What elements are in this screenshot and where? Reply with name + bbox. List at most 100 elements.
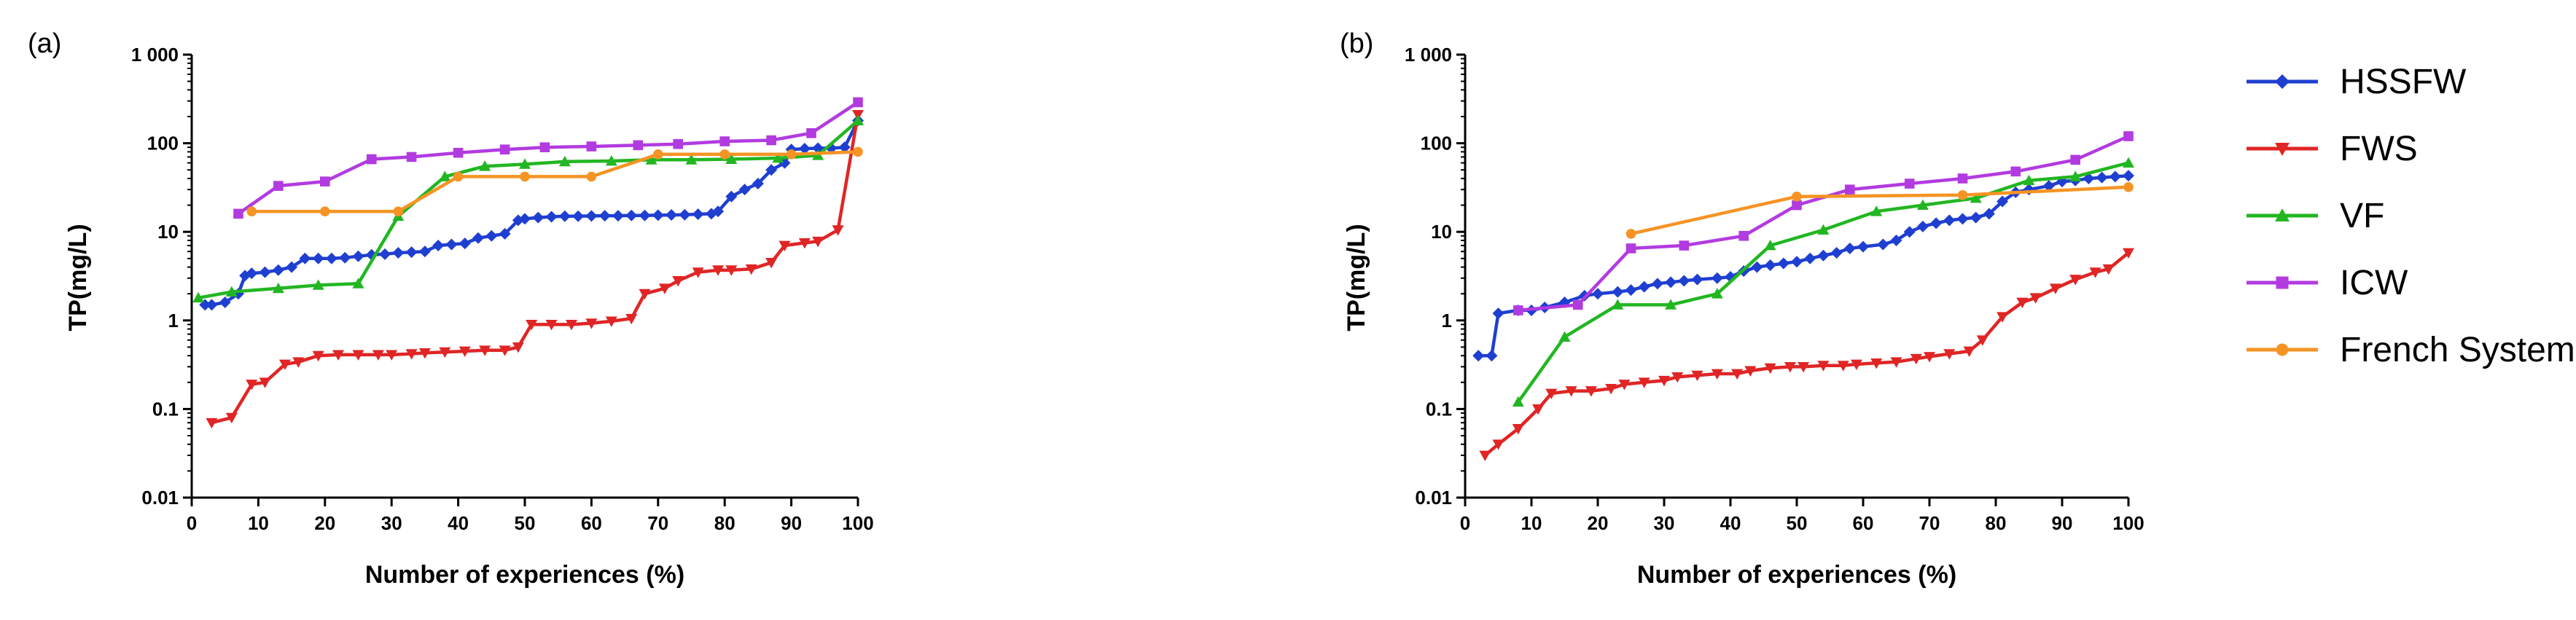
panel-a-data-point-hssfw	[286, 261, 298, 273]
panel-a-data-point-hssfw	[418, 246, 431, 258]
panel-b-data-point-fws	[1532, 404, 1545, 415]
panel-b-data-point-hssfw	[1691, 273, 1703, 286]
panel-b-data-point-hssfw	[1651, 278, 1663, 290]
panel-a-data-point-hssfw	[558, 210, 571, 222]
panel-a-data-point-fws	[526, 319, 538, 331]
panel-a-data-point-french-system	[786, 149, 797, 160]
panel-a-data-point-hssfw	[392, 246, 405, 259]
panel-a-data-point-vf	[725, 153, 738, 164]
panel-a-data-point-hssfw	[798, 142, 811, 154]
panel-a-data-point-french-system	[653, 149, 663, 160]
panel-b: (b) TP(mg/L) Number of experiences (%) 0…	[1340, 28, 2144, 589]
panel-a-data-point-icw	[273, 181, 284, 191]
panel-b-x-axis-title: Number of experiences (%)	[1637, 561, 1956, 589]
panel-b-data-point-fws	[1784, 361, 1796, 373]
panel-a-series-french-system	[246, 146, 863, 216]
legend: HSSFW FWS VF ICW French System	[2247, 63, 2575, 369]
panel-b-data-point-fws	[1744, 366, 1757, 377]
panel-b-data-point-fws	[1997, 312, 2009, 323]
panel-b-x-tick-label: 20	[1588, 512, 1609, 534]
panel-b-data-point-hssfw	[1711, 272, 1723, 284]
panel-a-data-point-hssfw	[612, 210, 624, 222]
panel-a-data-point-vf	[225, 286, 238, 297]
panel-a-data-point-hssfw	[499, 227, 511, 240]
panel-a-data-point-hssfw	[259, 266, 271, 278]
panel-b-data-point-icw	[2010, 166, 2021, 177]
panel-a-y-tick-label: 0.1	[152, 398, 179, 420]
panel-a-data-point-hssfw	[585, 210, 598, 222]
panel-a-data-point-fws	[418, 348, 431, 359]
panel-a-data-point-vf	[192, 291, 205, 303]
panel-a-data-point-fws	[405, 349, 418, 360]
panel-b-y-tick-label: 1 000	[1405, 44, 1452, 66]
panel-b-data-point-fws	[1492, 439, 1504, 450]
panel-b-data-point-fws	[1691, 370, 1703, 382]
panel-b-data-point-french-system	[2123, 181, 2134, 192]
panel-b-data-point-fws	[1943, 349, 1956, 360]
panel-b-x-tick-label: 10	[1521, 512, 1542, 534]
panel-a-data-point-hssfw	[679, 208, 691, 221]
panel-a-data-point-hssfw	[485, 229, 498, 242]
panel-a-plot-area	[192, 97, 864, 429]
panel-b-data-point-icw	[1792, 200, 1802, 211]
panel-a-data-point-french-system	[246, 206, 257, 216]
panel-a-data-point-icw	[719, 136, 730, 146]
panel-a-data-point-fws	[692, 267, 704, 278]
panel-b-data-point-vf	[1817, 224, 1830, 235]
panel-b-data-point-icw	[2123, 131, 2134, 141]
panel-b-data-point-vf	[1512, 396, 1524, 407]
panel-a-y-tick-label: 1	[168, 310, 179, 331]
panel-b-y-tick-label: 10	[1431, 221, 1452, 243]
legend-label-fws: FWS	[2340, 130, 2418, 168]
panel-a-data-point-hssfw	[838, 141, 851, 154]
panel-b-data-point-hssfw	[1943, 214, 1956, 227]
panel-a-data-point-hssfw	[532, 211, 545, 224]
panel-a-data-point-fws	[639, 289, 651, 300]
panel-b-y-tick-label: 0.1	[1426, 398, 1452, 420]
panel-b-data-point-hssfw	[2096, 171, 2108, 184]
panel-a-data-point-fws	[372, 350, 384, 361]
panel-b-x-tick-label: 70	[1919, 512, 1940, 534]
panel-a-x-tick-label: 10	[248, 512, 269, 534]
legend-marker-fws	[2275, 143, 2290, 156]
panel-a-data-point-hssfw	[692, 208, 704, 221]
panel-a-data-point-french-system	[586, 171, 597, 182]
panel-a-y-tick-label: 1 000	[131, 44, 179, 66]
panel-a-data-point-fws	[278, 359, 291, 370]
panel-a-data-point-hssfw	[519, 213, 531, 225]
panel-a-data-point-hssfw	[339, 251, 351, 264]
panel-b-data-point-icw	[1957, 173, 1968, 184]
panel-b-data-point-fws	[1870, 358, 1883, 369]
panel-a-x-tick-label: 90	[781, 512, 802, 534]
panel-a-data-point-french-system	[320, 206, 330, 216]
panel-b-data-point-vf	[1870, 205, 1883, 216]
panel-b-x-tick-label: 30	[1654, 512, 1675, 534]
panel-b-data-point-hssfw	[1638, 280, 1650, 293]
legend-entry-icw: ICW	[2247, 264, 2408, 302]
panel-b-data-point-hssfw	[1817, 249, 1830, 262]
panel-b-data-point-french-system	[1625, 229, 1636, 239]
panel-b-data-point-fws	[1512, 423, 1524, 435]
panel-b-series-line-french-system	[1631, 185, 2129, 236]
panel-b-x-tick-label: 80	[1986, 512, 2007, 534]
panel-b-data-point-hssfw	[1903, 226, 1916, 238]
panel-a-data-point-fws	[386, 350, 398, 361]
panel-a-x-tick-label: 40	[448, 512, 469, 534]
panel-b-data-point-vf	[2069, 170, 2082, 181]
panel-a-data-point-hssfw	[299, 252, 311, 264]
panel-a-data-point-hssfw	[765, 164, 778, 176]
panel-a-data-point-fws	[712, 265, 725, 276]
panel-b-data-point-fws	[2029, 293, 2042, 304]
legend-entry-vf: VF	[2247, 197, 2384, 235]
panel-b-series-french-system	[1625, 181, 2134, 239]
panel-a-data-point-vf	[852, 114, 864, 125]
panel-a-data-point-icw	[406, 152, 417, 162]
panel-a-data-point-vf	[439, 170, 451, 181]
panel-b-data-point-fws	[1976, 335, 1988, 346]
panel-b-y-tick-label: 0.01	[1415, 487, 1452, 509]
panel-a-data-point-fws	[479, 345, 491, 356]
panel-b-data-point-fws	[2016, 297, 2029, 308]
panel-a-x-tick-label: 30	[381, 512, 402, 534]
panel-b-data-point-hssfw	[1612, 286, 1624, 298]
panel-a-data-point-fws	[565, 319, 577, 331]
